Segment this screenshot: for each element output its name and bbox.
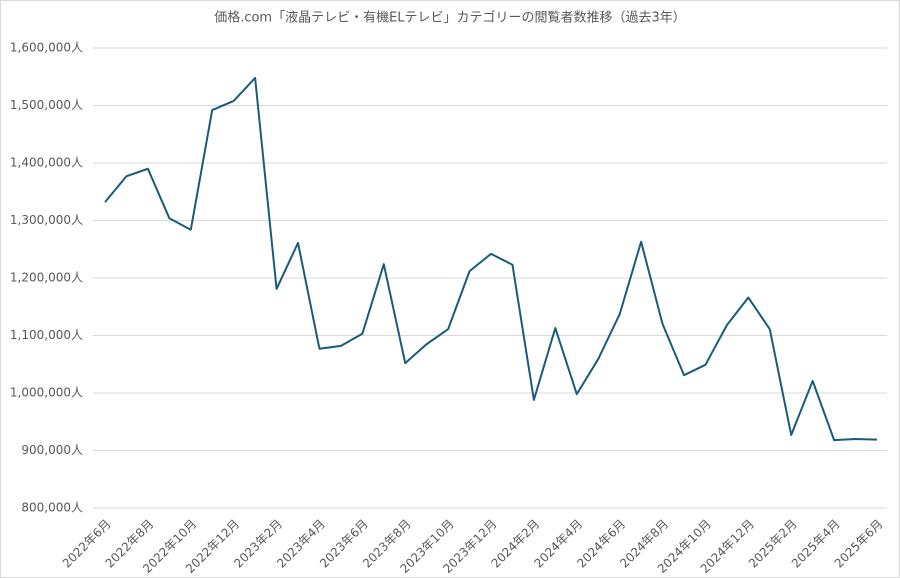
data-line (104, 76, 878, 442)
y-tick-label: 1,600,000人 (10, 41, 83, 55)
y-tick-label: 1,000,000人 (10, 386, 83, 400)
y-tick-label: 900,000人 (21, 443, 83, 457)
y-tick-label: 1,400,000人 (10, 156, 83, 170)
y-tick-label: 1,100,000人 (10, 328, 83, 342)
y-tick-label: 1,300,000人 (10, 213, 83, 227)
y-tick-label: 1,200,000人 (10, 271, 83, 285)
y-tick-label: 800,000人 (21, 501, 83, 515)
y-tick-label: 1,500,000人 (10, 98, 83, 112)
chart-title: 価格.com「液晶テレビ・有機ELテレビ」カテゴリーの閲覧者数推移（過去3年） (214, 10, 686, 26)
